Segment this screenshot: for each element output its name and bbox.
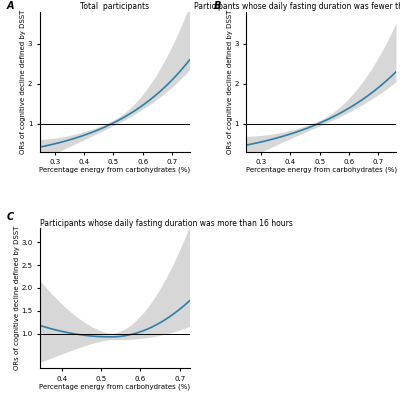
Text: A: A — [7, 1, 14, 11]
Text: Participants whose daily fasting duration was more than 16 hours: Participants whose daily fasting duratio… — [40, 219, 293, 228]
X-axis label: Percentage energy from carbohydrates (%): Percentage energy from carbohydrates (%) — [246, 167, 397, 173]
Title: Total  participants: Total participants — [80, 2, 149, 11]
Title: Participants whose daily fasting duration was fewer than 16 hours: Participants whose daily fasting duratio… — [194, 2, 400, 11]
Text: C: C — [7, 212, 14, 222]
X-axis label: Percentage energy from carbohydrates (%): Percentage energy from carbohydrates (%) — [39, 167, 190, 173]
Y-axis label: ORs of cognitive decline defined by DSST: ORs of cognitive decline defined by DSST — [20, 10, 26, 154]
Text: B: B — [214, 1, 221, 11]
Y-axis label: ORs of cognitive decline defined by DSST: ORs of cognitive decline defined by DSST — [14, 226, 20, 370]
X-axis label: Percentage energy from carbohydrates (%): Percentage energy from carbohydrates (%) — [39, 383, 190, 390]
Y-axis label: ORs of cognitive decline defined by DSST: ORs of cognitive decline defined by DSST — [227, 10, 233, 154]
